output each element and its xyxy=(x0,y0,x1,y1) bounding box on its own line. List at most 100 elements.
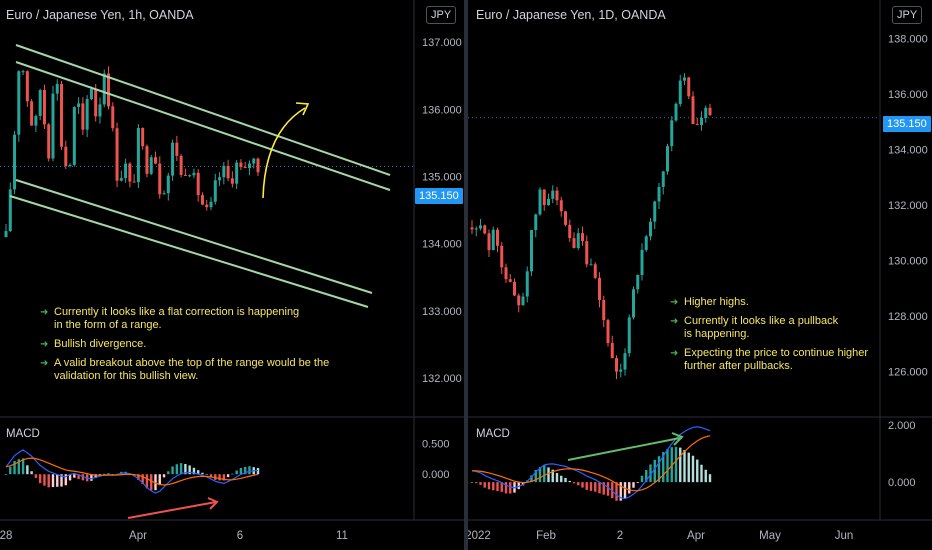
price-axis-label: 134.000 xyxy=(422,239,462,251)
candle-body xyxy=(534,214,538,231)
candle-body xyxy=(708,107,712,115)
price-axis-label: 132.000 xyxy=(888,200,928,212)
macd-axis-label: 0.500 xyxy=(422,438,450,450)
candle-body xyxy=(538,189,542,215)
price-axis-label: 136.000 xyxy=(888,89,928,101)
macd-histogram-bar xyxy=(38,474,42,484)
candle-body xyxy=(610,343,614,359)
candle-body xyxy=(666,146,669,172)
candle-body xyxy=(551,190,555,199)
macd-histogram-bar xyxy=(598,482,601,494)
time-axis-label: Apr xyxy=(129,530,147,542)
macd-histogram-bar xyxy=(700,464,703,483)
macd-histogram-bar xyxy=(628,482,631,494)
green-arrow-icon: ➜ xyxy=(670,316,679,327)
macd-histogram-bar xyxy=(51,474,55,488)
candle-body xyxy=(235,162,239,184)
candle-body xyxy=(653,201,657,222)
candle-body xyxy=(25,71,29,102)
left-notes: ➜ Currently it looks like a flat correcti… xyxy=(40,306,329,389)
macd-histogram-bar xyxy=(691,455,695,483)
macd-histogram-bar xyxy=(708,474,712,483)
price-axis-label: 134.000 xyxy=(888,145,928,157)
candle-body xyxy=(132,181,136,183)
candle-body xyxy=(530,230,533,272)
macd-histogram-bar xyxy=(226,474,230,478)
macd-histogram-bar xyxy=(9,466,12,475)
macd-histogram-bar xyxy=(158,474,161,486)
candle-body xyxy=(47,124,51,159)
macd-histogram-bar xyxy=(90,474,93,481)
candle-body xyxy=(196,172,200,196)
candle-body xyxy=(581,233,584,242)
higher-high-arrowhead-icon xyxy=(671,432,684,446)
bullish-divergence-line xyxy=(127,501,217,519)
candle-body xyxy=(226,165,230,179)
candle-body xyxy=(704,107,708,118)
price-axis-label: 132.000 xyxy=(422,373,462,385)
candle-body xyxy=(525,271,529,297)
candle-body xyxy=(136,127,140,183)
left-note-1: ➜ Currently it looks like a flat correcti… xyxy=(40,306,300,331)
macd-histogram-bar xyxy=(636,482,639,483)
macd-histogram-bar xyxy=(560,475,563,483)
macd-histogram-bar xyxy=(509,482,512,494)
candle-body xyxy=(640,249,644,275)
candle-body xyxy=(695,124,699,126)
left-chart-svg[interactable]: 137.000 136.000 135.000 134.000 133.000 132.0… xyxy=(0,0,464,550)
macd-histogram-bar xyxy=(243,466,247,475)
signal-line xyxy=(471,435,711,492)
macd-histogram-bar xyxy=(538,467,542,483)
macd-histogram-bar xyxy=(201,472,204,475)
candle-body xyxy=(51,93,55,159)
macd-histogram-bar xyxy=(517,482,520,490)
candle-body xyxy=(661,171,665,187)
right-chart-panel[interactable]: 138.000 136.000 134.000 132.000 130.000 128.0… xyxy=(468,0,932,550)
candle-body xyxy=(589,264,593,266)
candle-body xyxy=(8,189,12,232)
macd-histogram-bar xyxy=(683,450,686,483)
candle-body xyxy=(474,228,478,230)
macd-histogram-bar xyxy=(611,482,614,499)
candle-body xyxy=(657,186,661,202)
candle-body xyxy=(30,101,34,126)
time-axis-label: May xyxy=(759,530,781,542)
macd-histogram-bar xyxy=(235,470,238,475)
macd-histogram-bar xyxy=(56,474,59,487)
candle-body xyxy=(111,106,115,129)
candle-body xyxy=(619,369,623,372)
candle-body xyxy=(4,231,8,238)
candle-body xyxy=(247,163,251,169)
macd-histogram-bar xyxy=(543,465,546,483)
left-currency-button[interactable]: JPY xyxy=(426,6,457,24)
macd-histogram-bar xyxy=(162,474,166,478)
right-currency-button[interactable]: JPY xyxy=(892,6,923,24)
candle-body xyxy=(209,201,213,208)
macd-histogram-bar xyxy=(30,471,33,475)
macd-histogram-bar xyxy=(197,470,200,475)
candle-body xyxy=(670,120,674,147)
macd-histogram-bar xyxy=(107,473,110,475)
macd-histogram-bar xyxy=(205,474,208,476)
right-chart-svg[interactable]: 138.000 136.000 134.000 132.000 130.000 128.0… xyxy=(468,0,932,550)
left-chart-panel[interactable]: 137.000 136.000 135.000 134.000 133.000 132.0… xyxy=(0,0,464,550)
macd-histogram-bar xyxy=(521,482,525,486)
macd-histogram-bar xyxy=(175,464,179,475)
macd-histogram-bar xyxy=(547,467,550,483)
right-note-1: ➜ Higher highs. xyxy=(670,296,749,308)
macd-axis-label: 2.000 xyxy=(888,420,916,432)
candle-body xyxy=(243,167,247,169)
macd-histogram-bar xyxy=(483,482,486,488)
signal-line xyxy=(5,457,259,486)
breakout-arrowhead-icon xyxy=(295,102,310,116)
candle-body xyxy=(145,146,149,174)
panel-divider[interactable] xyxy=(464,0,468,550)
macd-histogram-bar xyxy=(94,474,97,478)
candle-body xyxy=(521,296,525,306)
macd-histogram-bar xyxy=(209,474,213,478)
macd-histogram-bar xyxy=(4,474,8,476)
macd-histogram-bar xyxy=(602,482,605,495)
candle-body xyxy=(222,165,226,178)
candle-body xyxy=(72,106,76,165)
macd-histogram-bar xyxy=(496,482,499,491)
